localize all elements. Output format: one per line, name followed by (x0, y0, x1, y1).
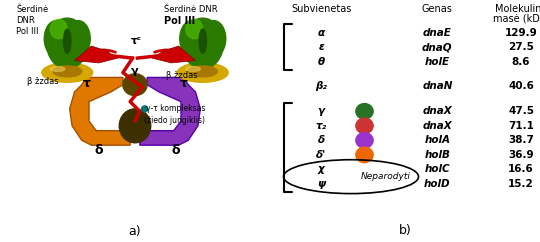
Text: Molekulinė: Molekulinė (495, 4, 540, 14)
Text: 129.9: 129.9 (505, 28, 537, 38)
Polygon shape (152, 46, 195, 63)
Ellipse shape (123, 74, 147, 96)
Text: 16.6: 16.6 (508, 164, 534, 174)
Text: holC: holC (424, 164, 450, 174)
Ellipse shape (42, 63, 93, 82)
Text: τ₂: τ₂ (316, 121, 327, 131)
Text: Pol III: Pol III (164, 16, 195, 26)
Polygon shape (75, 46, 118, 63)
Circle shape (356, 118, 373, 134)
Ellipse shape (186, 19, 202, 39)
Circle shape (356, 133, 373, 148)
Text: θ: θ (318, 57, 325, 67)
Text: (žiedo jungiklis): (žiedo jungiklis) (144, 116, 205, 125)
Text: 38.7: 38.7 (508, 135, 534, 145)
Ellipse shape (119, 109, 151, 143)
Text: 8.6: 8.6 (512, 57, 530, 67)
Text: holA: holA (424, 135, 450, 145)
Text: holE: holE (425, 57, 450, 67)
Ellipse shape (182, 18, 224, 69)
Ellipse shape (46, 18, 88, 69)
FancyArrowPatch shape (154, 50, 186, 56)
Ellipse shape (186, 67, 200, 71)
Text: b): b) (399, 224, 411, 237)
Ellipse shape (180, 21, 204, 57)
Text: holD: holD (424, 179, 451, 189)
Text: β žzdas: β žzdas (166, 70, 198, 80)
Ellipse shape (44, 21, 69, 57)
Text: Šerdinė DNR: Šerdinė DNR (164, 5, 218, 14)
Text: τ: τ (179, 77, 187, 90)
Circle shape (356, 147, 373, 163)
Text: ψ: ψ (317, 179, 326, 189)
Ellipse shape (66, 21, 90, 57)
Ellipse shape (199, 29, 206, 53)
Text: Subvienetas: Subvienetas (291, 4, 352, 14)
Polygon shape (70, 77, 130, 145)
Ellipse shape (141, 106, 148, 112)
Text: dnaX: dnaX (422, 106, 453, 116)
Text: ε: ε (319, 42, 324, 52)
Text: γ: γ (318, 106, 325, 116)
Text: a): a) (129, 225, 141, 238)
Text: δ: δ (172, 144, 180, 157)
Text: dnaE: dnaE (423, 28, 452, 38)
Ellipse shape (50, 67, 65, 71)
FancyArrowPatch shape (84, 50, 116, 56)
Text: Genas: Genas (422, 4, 453, 14)
Text: 27.5: 27.5 (508, 42, 534, 52)
Text: δ: δ (318, 135, 325, 145)
Text: Šerdinė
DNR
Pol III: Šerdinė DNR Pol III (16, 5, 49, 36)
Text: β₂: β₂ (315, 81, 327, 91)
Text: Neparodyti: Neparodyti (361, 172, 411, 181)
Text: γ: γ (131, 66, 139, 76)
Text: χ: χ (318, 164, 325, 174)
Text: 40.6: 40.6 (508, 81, 534, 91)
Text: 71.1: 71.1 (508, 121, 534, 131)
Circle shape (356, 104, 373, 119)
Text: δ: δ (94, 144, 103, 157)
Ellipse shape (50, 19, 68, 39)
Text: δ': δ' (316, 150, 326, 160)
Text: γ-τ kompleksas: γ-τ kompleksas (146, 104, 205, 113)
Text: τ: τ (83, 77, 91, 90)
Ellipse shape (64, 29, 71, 53)
Polygon shape (140, 77, 200, 145)
Text: 36.9: 36.9 (508, 150, 534, 160)
Text: dnaQ: dnaQ (422, 42, 453, 52)
Text: dnaN: dnaN (422, 81, 453, 91)
Ellipse shape (188, 66, 217, 77)
Text: 15.2: 15.2 (508, 179, 534, 189)
Text: β žzdas: β žzdas (28, 76, 59, 86)
Text: dnaX: dnaX (422, 121, 453, 131)
Text: α: α (318, 28, 325, 38)
Ellipse shape (177, 63, 228, 82)
Text: masė (kDa): masė (kDa) (493, 13, 540, 23)
Ellipse shape (53, 66, 82, 77)
Ellipse shape (201, 21, 226, 57)
Text: holB: holB (424, 150, 450, 160)
Text: τᶜ: τᶜ (131, 36, 141, 46)
Text: 47.5: 47.5 (508, 106, 534, 116)
